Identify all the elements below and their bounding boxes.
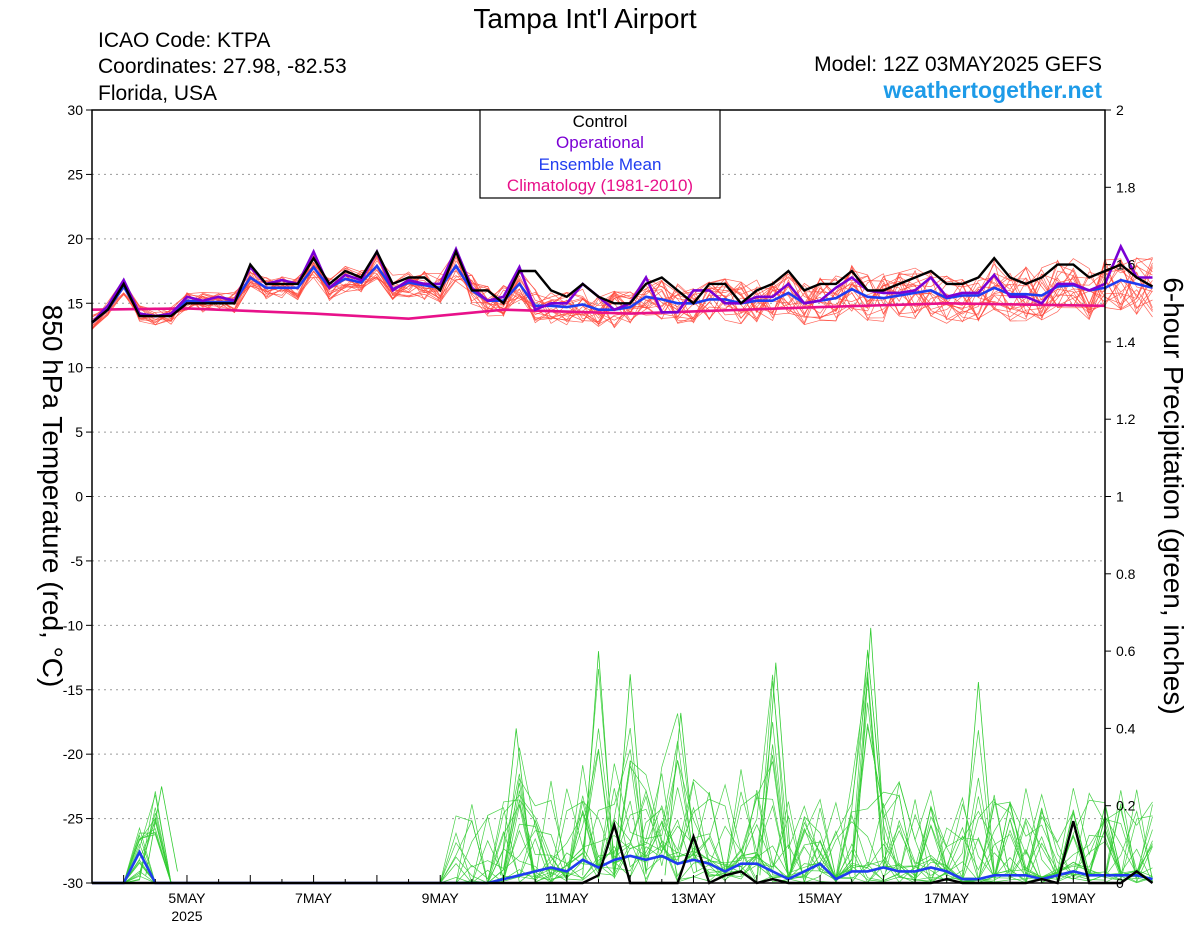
y2-tick-label: 0	[1116, 875, 1124, 891]
y-tick-label: -5	[71, 553, 84, 569]
y2-tick-label: 0.6	[1116, 643, 1136, 659]
precip-peak-line	[759, 662, 792, 876]
y2-tick-label: 1	[1116, 489, 1124, 505]
precip-peak-line	[664, 712, 697, 876]
model-run: Model: 12Z 03MAY2025 GEFS	[814, 53, 1102, 76]
x-axis: 5MAY 2025 7MAY 9MAY 11MAY 13MAY 15MAY 17MAY 19MA…	[123, 875, 1106, 924]
temp-member-line	[91, 253, 1153, 326]
precip-peak-line	[145, 786, 178, 876]
y2-tick-label: 1.8	[1116, 179, 1136, 195]
y-tick-label: -25	[63, 811, 83, 827]
legend-climatology: Climatology (1981-2010)	[507, 176, 693, 195]
y-tick-label: 10	[67, 360, 83, 376]
temp-control-line	[91, 248, 1154, 324]
site-link[interactable]: weathertogether.net	[882, 77, 1102, 103]
y2-tick-label: 1.2	[1116, 411, 1136, 427]
x-tick-label: 19MAY	[1051, 890, 1097, 906]
x-tick-label: 9MAY	[422, 890, 460, 906]
y-tick-label: -15	[63, 682, 83, 698]
region: Florida, USA	[98, 82, 217, 105]
legend-operational: Operational	[556, 133, 644, 152]
y2-axis-label: 6-hour Precipitation (green, inches)	[1158, 277, 1189, 714]
temp-member-line	[91, 261, 1153, 326]
coordinates: Coordinates: 27.98, -82.53	[98, 55, 347, 78]
legend: Control Operational Ensemble Mean Climat…	[479, 109, 721, 199]
x-tick-label: 15MAY	[798, 890, 844, 906]
y-tick-label: -20	[63, 746, 83, 762]
temp-member-line	[91, 250, 1153, 323]
y2-tick-label: 1.6	[1116, 257, 1136, 273]
chart-title: Tampa Int'l Airport	[473, 3, 696, 34]
y-axis-right: 2 1.8 1.6 1.4 1.2 1 0.8 0.6 0.4 0.2 0	[1105, 102, 1136, 891]
y2-tick-label: 0.2	[1116, 798, 1136, 814]
precip-peak-line	[854, 627, 887, 876]
y-tick-label: 20	[67, 231, 83, 247]
legend-box	[479, 109, 721, 199]
legend-ensemble-mean: Ensemble Mean	[539, 155, 662, 174]
y-tick-label: 15	[67, 295, 83, 311]
y-axis-left: 30 25 20 15 10 5 0 -5 -10 -15 -20 -25 -30	[63, 102, 92, 891]
y-tick-label: -10	[63, 617, 83, 633]
y2-tick-label: 0.4	[1116, 720, 1136, 736]
x-tick-label: 13MAY	[671, 890, 717, 906]
precip-peak-line	[613, 674, 647, 876]
x-tick-label: 17MAY	[924, 890, 970, 906]
y2-tick-label: 1.4	[1116, 334, 1136, 350]
precip-peak-line	[962, 681, 995, 876]
temp-mean-line	[91, 263, 1153, 324]
x-tick-year: 2025	[171, 908, 202, 924]
precip-peak-line	[582, 651, 615, 876]
precip-peak-line	[500, 728, 533, 876]
y-tick-label: -30	[63, 875, 83, 891]
x-tick-label: 11MAY	[545, 890, 589, 906]
legend-control: Control	[573, 112, 628, 131]
temp-member-line	[91, 252, 1153, 324]
x-tick-label: 5MAY	[168, 890, 206, 906]
grid-lines	[92, 173, 1105, 820]
y2-tick-label: 0.8	[1116, 566, 1136, 582]
y-tick-label: 0	[75, 489, 83, 505]
icao-code: ICAO Code: KTPA	[98, 29, 270, 52]
y2-tick-label: 2	[1116, 102, 1124, 118]
y-axis-label: 850 hPa Temperature (red, °C)	[37, 305, 68, 688]
y-tick-label: 5	[75, 424, 83, 440]
y-tick-label: 30	[67, 102, 83, 118]
x-tick-label: 7MAY	[295, 890, 333, 906]
y-tick-label: 25	[67, 166, 83, 182]
climatology-line	[91, 301, 1106, 321]
